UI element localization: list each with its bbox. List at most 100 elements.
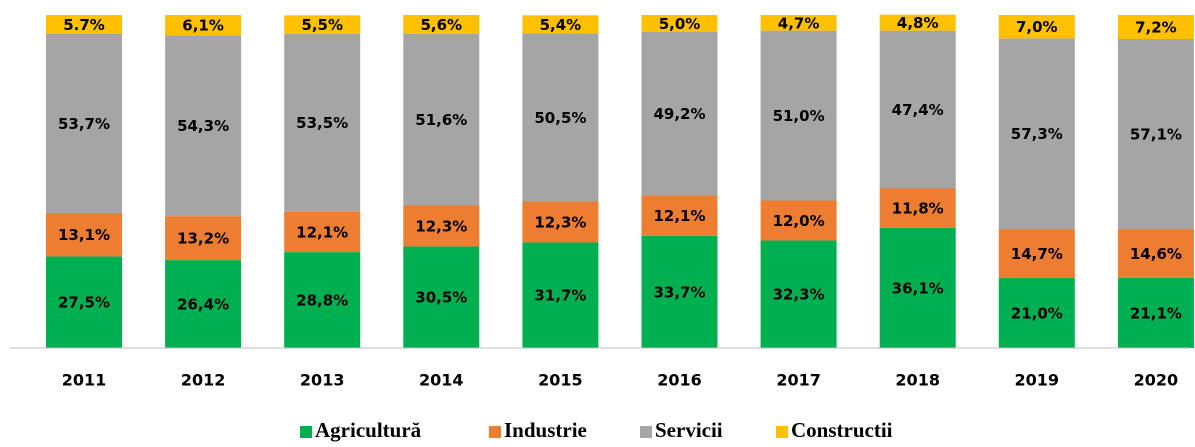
bar-segment (879, 227, 956, 348)
bar-segment (46, 15, 122, 34)
legend-swatch (300, 426, 312, 438)
x-tick-label: 2012 (181, 371, 226, 390)
bar-segment (760, 15, 837, 31)
bar-segment (165, 15, 242, 36)
bar-segment (284, 15, 361, 34)
data-label: 27,5% (58, 294, 110, 312)
data-label: 33,7% (653, 283, 705, 301)
bar-segment (403, 205, 480, 247)
data-label: 31,7% (534, 287, 586, 305)
bar-segment (760, 200, 837, 241)
x-tick-label: 2014 (419, 371, 464, 390)
data-label: 51,6% (415, 111, 467, 129)
bar-segment (641, 15, 718, 32)
bar-segment (879, 14, 956, 31)
data-label: 5,5% (301, 16, 343, 34)
x-tick-label: 2013 (300, 371, 345, 390)
bar-segment (46, 33, 122, 213)
bar-segment (522, 242, 599, 348)
bar-segment (998, 38, 1075, 230)
bar-segment (46, 212, 122, 257)
legend-swatch (489, 426, 501, 438)
bar-segment (641, 235, 718, 348)
bar-segment (165, 260, 242, 348)
x-tick-label: 2011 (62, 371, 107, 390)
data-label: 57,1% (1130, 126, 1182, 144)
data-label: 28,8% (296, 292, 348, 310)
bar-segment (1117, 229, 1194, 278)
x-tick-label: 2015 (538, 371, 583, 390)
bar-segment (403, 246, 480, 348)
data-label: 57,3% (1011, 125, 1063, 143)
x-tick-label: 2018 (895, 371, 940, 390)
data-label: 53,7% (58, 115, 110, 133)
data-label: 47,4% (892, 101, 944, 119)
data-label: 54,3% (177, 117, 229, 135)
bar-segment (522, 33, 599, 202)
data-label: 11,8% (892, 200, 944, 218)
data-label: 13,1% (58, 226, 110, 244)
bar-segment (879, 30, 956, 189)
bar-segment (1117, 15, 1194, 39)
data-label: 50,5% (534, 109, 586, 127)
data-label: 12,3% (415, 217, 467, 235)
data-label: 12,0% (773, 212, 825, 230)
data-label: 30,5% (415, 289, 467, 307)
bar-segment (760, 240, 837, 348)
data-label: 21,0% (1011, 305, 1063, 323)
bar-segment (165, 216, 242, 261)
bar-segment (641, 195, 718, 236)
bar-segment (284, 252, 361, 348)
bar-segment (879, 188, 956, 228)
data-label: 4,7% (778, 14, 820, 32)
data-label: 21,1% (1130, 304, 1182, 322)
data-label: 7,0% (1016, 18, 1058, 36)
data-label: 49,2% (653, 105, 705, 123)
bar-segment (284, 33, 361, 212)
legend-label: Industrie (504, 418, 587, 442)
data-label: 5,4% (540, 16, 582, 34)
data-label: 51,0% (773, 107, 825, 125)
data-label: 12,1% (296, 223, 348, 241)
bar-segment (403, 15, 480, 34)
bar-segment (1117, 277, 1194, 348)
data-label: 12,3% (534, 213, 586, 231)
legend-label: Constructii (791, 418, 893, 442)
x-tick-label: 2017 (776, 371, 821, 390)
bar-segment (641, 31, 718, 196)
data-label: 32,3% (773, 286, 825, 304)
x-tick-label: 2020 (1134, 371, 1179, 390)
data-label: 53,5% (296, 114, 348, 132)
data-label: 6,1% (182, 17, 224, 35)
x-tick-label: 2016 (657, 371, 702, 390)
bar-segment (760, 30, 837, 201)
legend-swatch (640, 426, 652, 438)
data-label: 14,6% (1130, 245, 1182, 263)
bar-segment (998, 278, 1075, 348)
data-label: 26,4% (177, 296, 229, 314)
bar-segment (46, 256, 122, 348)
bar-segment (522, 201, 599, 243)
data-label: 13,2% (177, 230, 229, 248)
bar-segment (284, 211, 361, 253)
bar-segment (165, 35, 242, 217)
data-label: 5,0% (659, 15, 701, 33)
x-tick-label: 2019 (1015, 371, 1060, 390)
data-label: 5.7% (63, 16, 105, 34)
data-label: 14,7% (1011, 245, 1063, 263)
data-label: 7,2% (1135, 18, 1177, 36)
bar-segment (403, 33, 480, 206)
legend-label: Servicii (655, 418, 723, 442)
legend-swatch (776, 426, 788, 438)
data-label: 5,6% (420, 16, 462, 34)
data-label: 36,1% (892, 279, 944, 297)
bar-segment (1117, 38, 1194, 230)
legend-label: Agricultură (315, 418, 422, 442)
bar-segment (998, 229, 1075, 279)
data-label: 4,8% (897, 14, 939, 32)
data-label: 12,1% (653, 207, 705, 225)
bar-segment (522, 15, 599, 34)
bar-segment (998, 15, 1075, 39)
